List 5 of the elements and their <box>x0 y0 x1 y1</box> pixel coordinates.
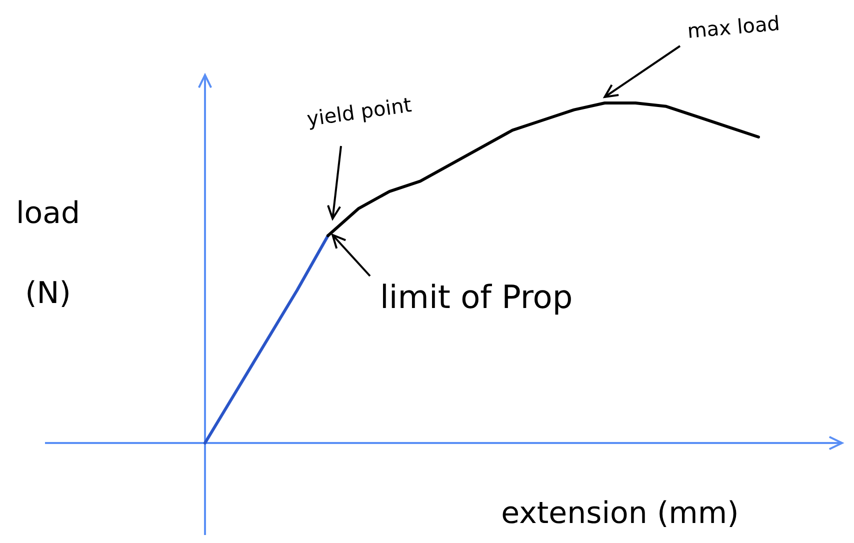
x-axis-title: extension (mm) <box>501 496 739 531</box>
annotation: yield point <box>305 92 414 131</box>
annotation: limit of Prop <box>380 278 573 316</box>
text: max load <box>686 10 781 43</box>
text: load (N) <box>16 196 80 311</box>
